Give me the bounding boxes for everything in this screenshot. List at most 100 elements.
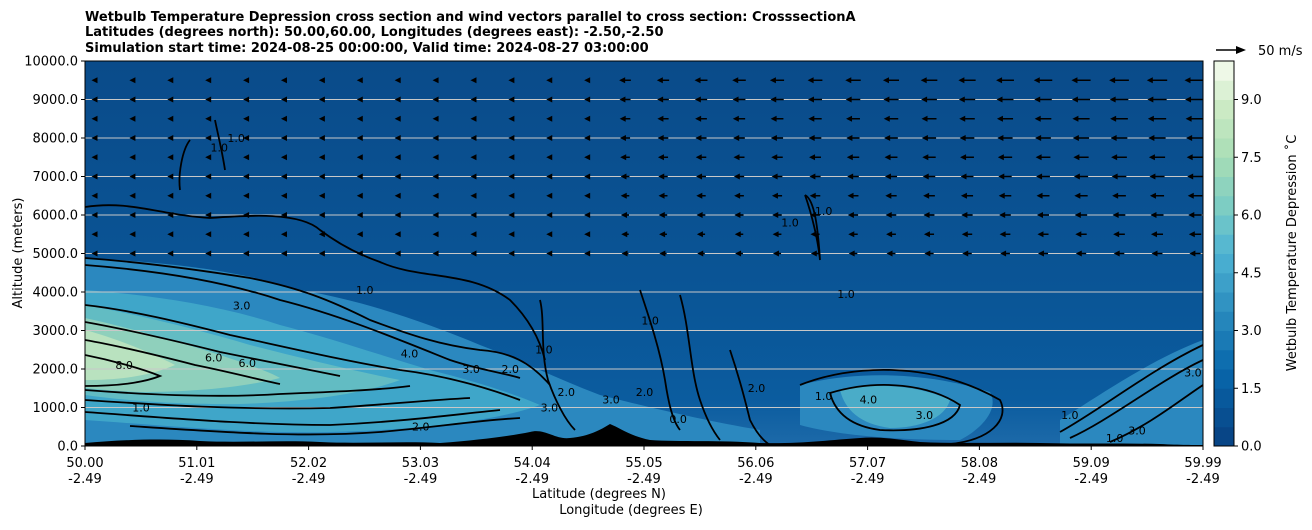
wind-vector [1110, 135, 1128, 141]
contour-label: 6.0 [205, 351, 223, 364]
chart-title-line-2: Latitudes (degrees north): 50.00,60.00, … [85, 25, 664, 40]
contour-label: 3.0 [541, 401, 559, 414]
wind-vector [91, 135, 98, 141]
wind-vector [1110, 115, 1128, 122]
wind-vector [1148, 135, 1166, 141]
wind-vector [1111, 173, 1127, 180]
wind-vector [1033, 77, 1053, 84]
wind-vector [243, 212, 250, 218]
quiver-key-label: 50 m/s [1258, 44, 1303, 59]
x-tick-label-lat: 58.08 [961, 456, 998, 471]
contour-label: 1.0 [132, 401, 150, 414]
wind-vector [621, 231, 629, 238]
y-tick-label: 1000.0 [33, 401, 79, 416]
x-tick-label-lon: -2.49 [515, 472, 549, 487]
y-tick-label: 4000.0 [33, 286, 79, 301]
contour-3 [85, 304, 521, 401]
wind-vector [546, 212, 553, 218]
wind-vector [205, 154, 212, 161]
colorbar-band [1214, 292, 1234, 312]
wind-vector [999, 212, 1011, 218]
wind-vector [1113, 250, 1125, 257]
wind-vector [958, 77, 976, 84]
wind-vector [770, 135, 784, 141]
contour-8 [85, 354, 163, 387]
wind-vector [923, 192, 935, 199]
wind-vector [1189, 250, 1201, 257]
wind-vector [808, 135, 822, 141]
wind-vector [810, 231, 820, 238]
x-tick-label-lon: -2.49 [292, 472, 326, 487]
wind-vector [394, 115, 401, 122]
colorbar-band [1214, 118, 1234, 139]
colorbar-band [1214, 99, 1234, 120]
wind-vector [318, 135, 325, 141]
y-tick-label: 0.0 [57, 440, 78, 455]
wind-vector [91, 231, 98, 238]
wind-vector [810, 250, 820, 257]
wind-vector [205, 135, 212, 141]
wind-vector [432, 231, 439, 238]
colorbar-band [1214, 369, 1234, 389]
colorbar-band [1214, 253, 1234, 274]
wind-vector [809, 154, 821, 161]
colorbar-tick-label: 1.5 [1241, 382, 1262, 397]
y-axis-label: Altitude (meters) [11, 198, 26, 309]
wind-vector [243, 96, 250, 103]
wind-vector [695, 154, 707, 161]
contour-label: 4.0 [860, 394, 878, 407]
wind-vector [1074, 192, 1088, 199]
x-tick-label-lon: -2.49 [180, 472, 214, 487]
filled-band-right-2 [840, 385, 950, 428]
wind-vector [508, 173, 515, 180]
wind-vector [886, 250, 896, 257]
wind-vector [584, 96, 591, 103]
colorbar-label: Wetbulb Temperature Depression ˚C [1284, 135, 1300, 372]
colorbar: 0.0 1.5 3.0 4.5 6.0 7.5 9.0 [1213, 60, 1262, 455]
contour-mid-c [679, 294, 721, 441]
contour-lines [85, 119, 1203, 446]
wind-vector [356, 77, 363, 84]
wind-vector [318, 250, 325, 257]
wind-vector [1185, 96, 1203, 103]
wind-vector [885, 192, 897, 199]
contour-mid-d [729, 349, 771, 446]
contour-right-5 [1109, 384, 1203, 443]
wind-vector [996, 96, 1014, 103]
contour-label: 2.0 [636, 386, 654, 399]
wind-vector [394, 96, 401, 103]
y-tick-label: 5000.0 [33, 247, 79, 262]
wind-vector [470, 96, 477, 103]
wind-vector [394, 192, 401, 199]
wind-vector [732, 115, 746, 122]
wind-vector [1147, 115, 1167, 122]
wind-vector [884, 173, 898, 180]
x-tick-label-lat: 59.09 [1073, 456, 1110, 471]
wind-vector [318, 212, 325, 218]
wind-vector [771, 173, 783, 180]
wind-vector [508, 212, 515, 218]
contour-label: 2.0 [502, 363, 520, 376]
colorbar-band [1214, 234, 1234, 254]
wind-vector [922, 173, 936, 180]
wind-vector [883, 96, 899, 103]
quiver-key-arrow-head [1236, 46, 1246, 54]
colorbar-band [1214, 61, 1234, 81]
wind-vector [584, 212, 591, 218]
wind-vector [998, 173, 1012, 180]
wind-vector [620, 173, 630, 180]
wind-vector [546, 154, 553, 161]
wind-vector [1186, 135, 1203, 141]
colorbar-band [1214, 272, 1234, 293]
wind-vector [847, 173, 859, 180]
wind-vector [997, 135, 1013, 141]
wind-vector [1036, 192, 1050, 199]
wind-vector [772, 250, 782, 257]
colorbar-band [1214, 349, 1234, 370]
wind-vector [129, 77, 136, 84]
contour-label: 4.0 [401, 347, 419, 360]
wind-vector [959, 135, 975, 141]
wind-vector [1074, 212, 1088, 218]
wind-vector [546, 192, 553, 199]
wind-vector [470, 173, 477, 180]
